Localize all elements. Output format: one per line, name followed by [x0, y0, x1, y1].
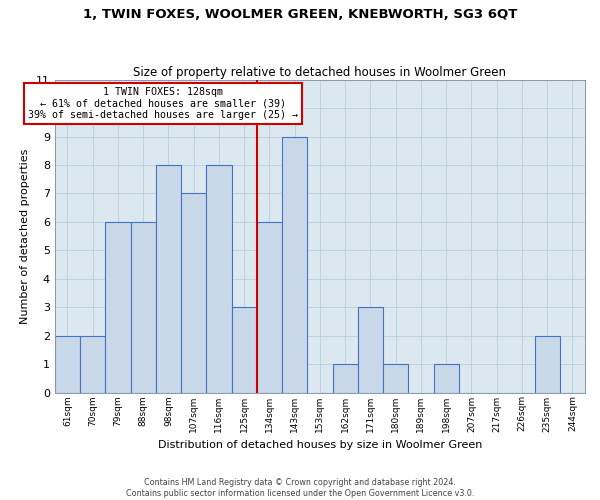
Bar	[181, 194, 206, 392]
Bar	[434, 364, 459, 392]
Bar	[257, 222, 282, 392]
Title: Size of property relative to detached houses in Woolmer Green: Size of property relative to detached ho…	[133, 66, 506, 78]
Text: 1, TWIN FOXES, WOOLMER GREEN, KNEBWORTH, SG3 6QT: 1, TWIN FOXES, WOOLMER GREEN, KNEBWORTH,…	[83, 8, 517, 20]
Bar	[206, 165, 232, 392]
Y-axis label: Number of detached properties: Number of detached properties	[20, 148, 31, 324]
Bar	[131, 222, 156, 392]
Bar	[282, 136, 307, 392]
Bar	[358, 307, 383, 392]
X-axis label: Distribution of detached houses by size in Woolmer Green: Distribution of detached houses by size …	[158, 440, 482, 450]
Bar	[383, 364, 408, 392]
Bar	[332, 364, 358, 392]
Bar	[55, 336, 80, 392]
Text: 1 TWIN FOXES: 128sqm
← 61% of detached houses are smaller (39)
39% of semi-detac: 1 TWIN FOXES: 128sqm ← 61% of detached h…	[28, 87, 298, 120]
Text: Contains HM Land Registry data © Crown copyright and database right 2024.
Contai: Contains HM Land Registry data © Crown c…	[126, 478, 474, 498]
Bar	[535, 336, 560, 392]
Bar	[80, 336, 105, 392]
Bar	[232, 307, 257, 392]
Bar	[156, 165, 181, 392]
Bar	[105, 222, 131, 392]
